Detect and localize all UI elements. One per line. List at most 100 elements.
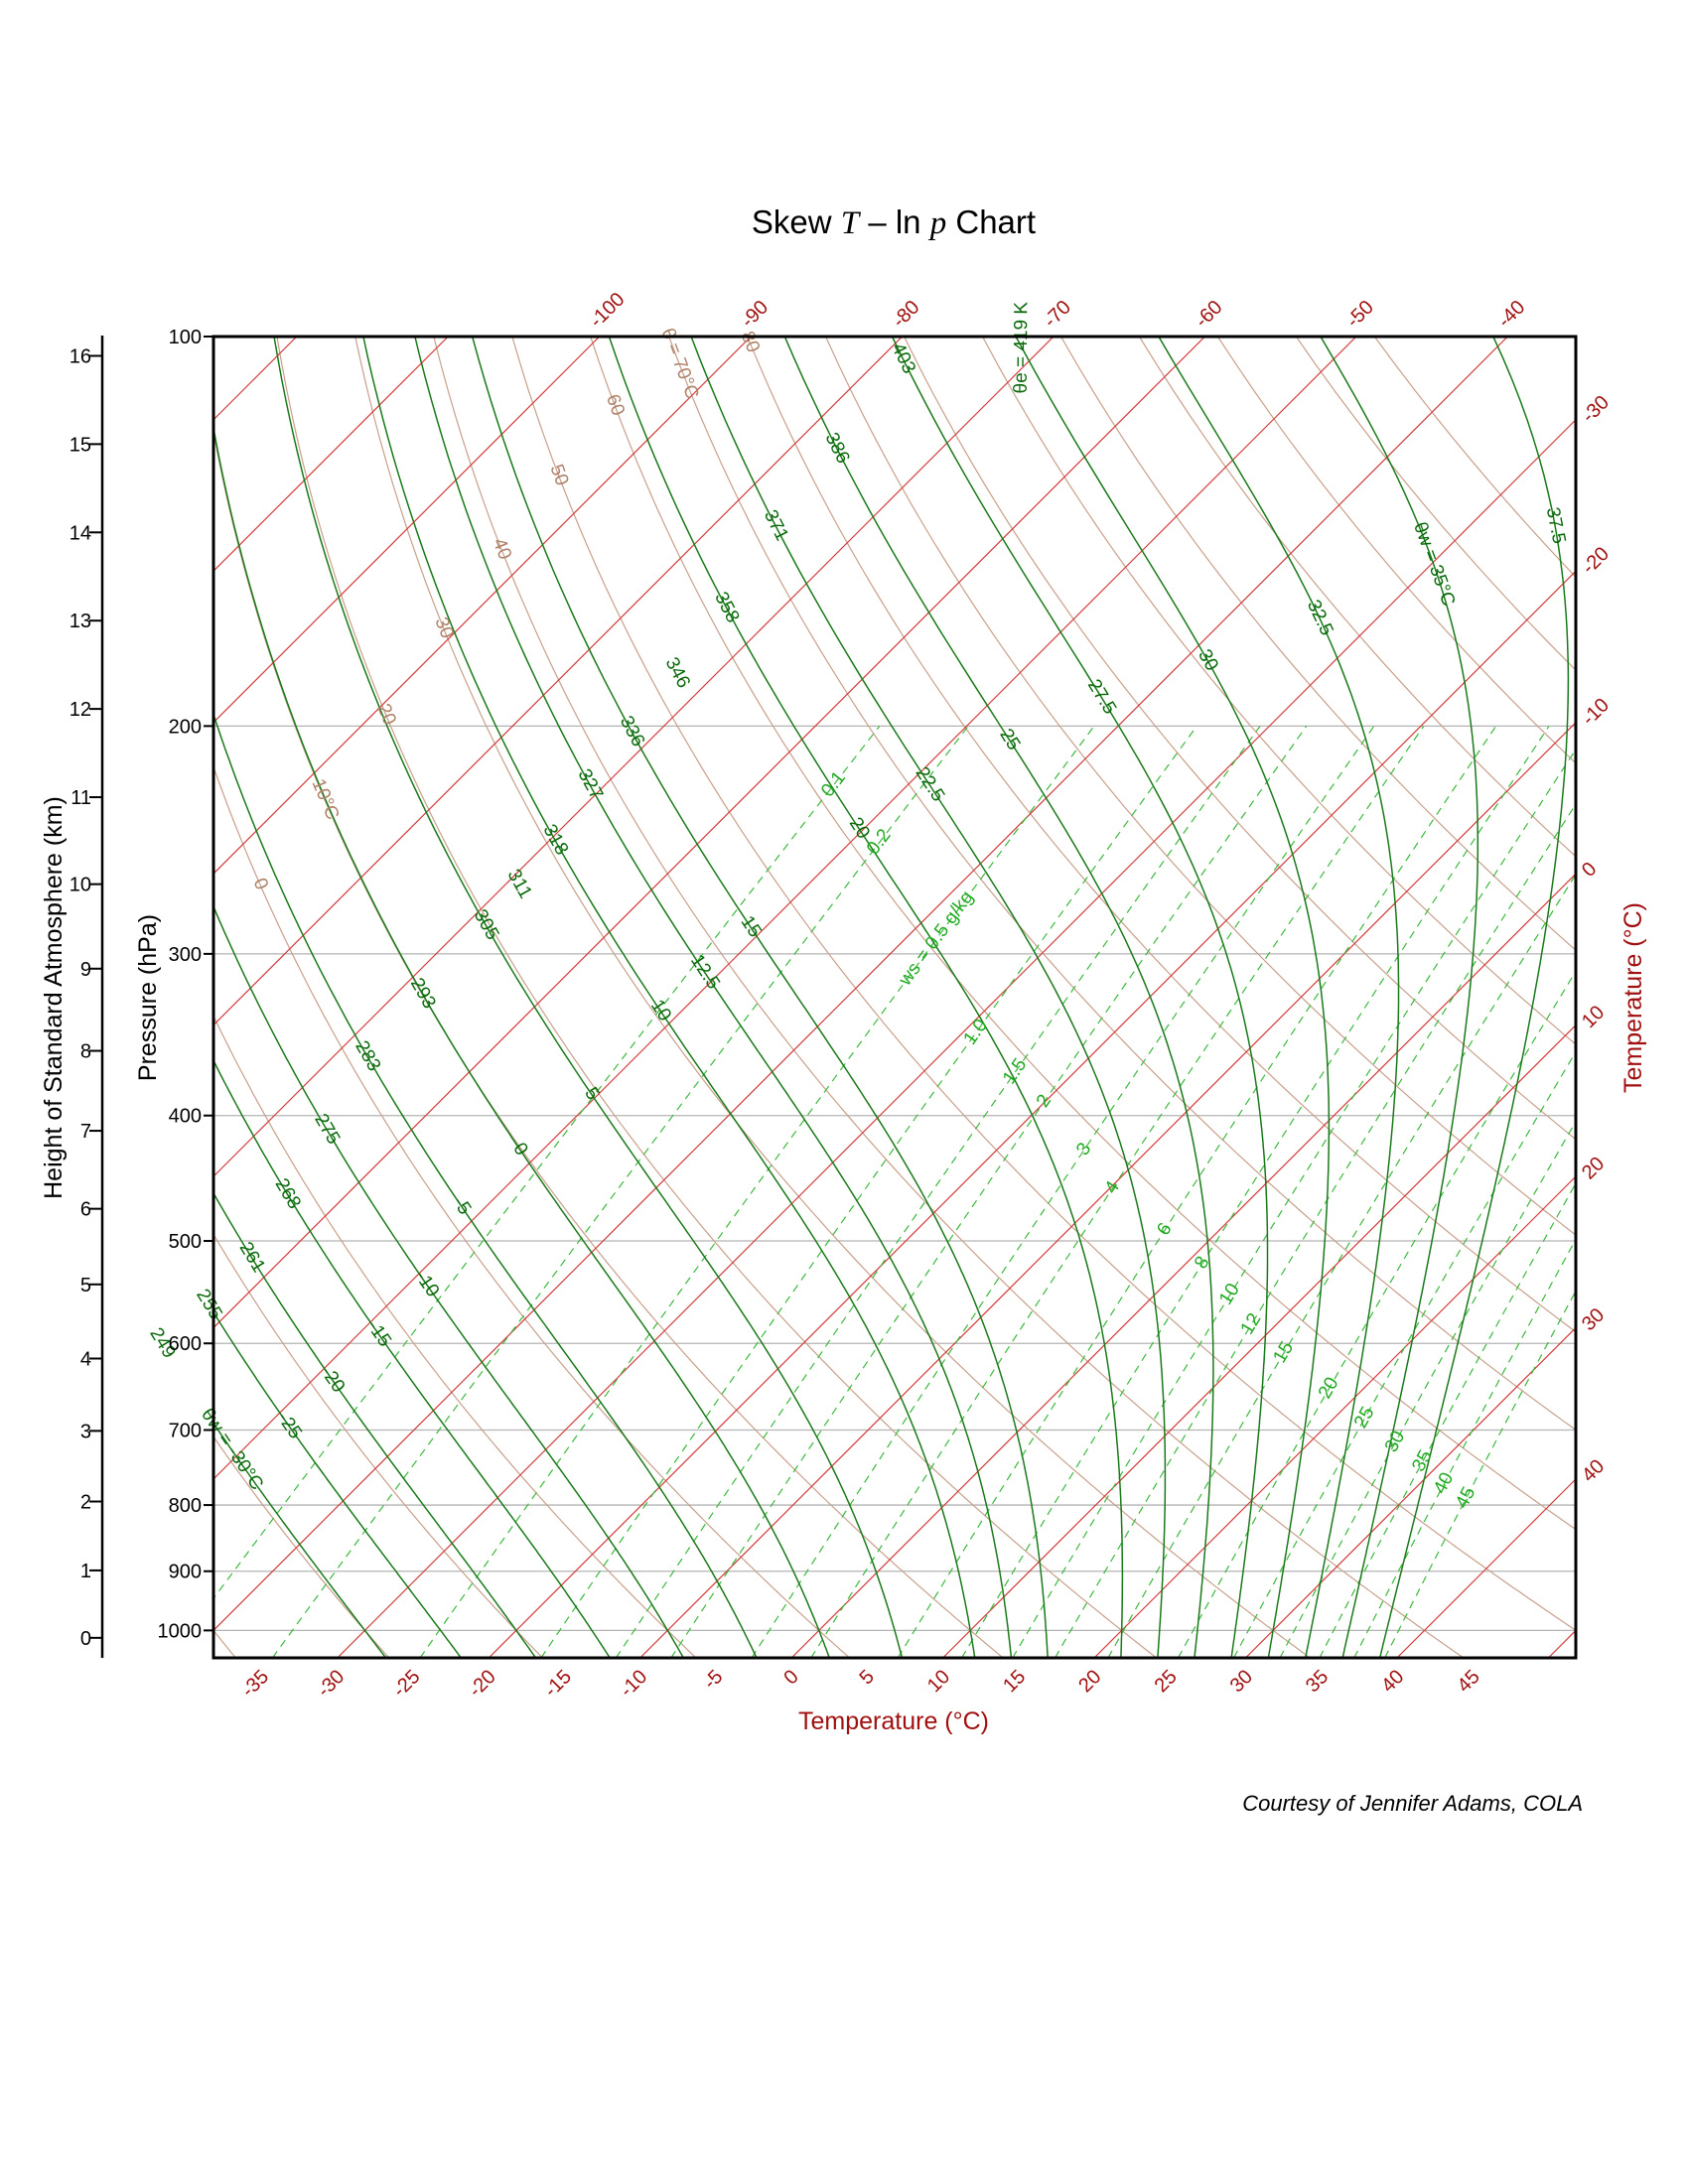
- isotherm-line: [337, 418, 1576, 1658]
- moist-adiabat-label: 12.5: [686, 951, 724, 993]
- pressure-axis-label: Pressure (hPa): [134, 914, 162, 1081]
- pressure-tick-label: 600: [169, 1333, 202, 1355]
- moist-adiabat-label: 27.5: [1083, 676, 1120, 719]
- equiv-theta-label: θe = 419 K: [1011, 302, 1033, 394]
- height-tick-label: 14: [70, 522, 91, 544]
- equiv-theta-label: 327: [574, 765, 608, 803]
- mixing-ratio-lines: [213, 726, 1576, 1658]
- moist-adiabat-line: [273, 337, 904, 1658]
- x-axis-label: Temperature (°C): [798, 1707, 989, 1735]
- isotherm-line: [790, 873, 1576, 1658]
- moist-adiabat-lines: [213, 337, 1570, 1658]
- bottom-temp-tick-label: 40: [1377, 1666, 1408, 1697]
- moist-adiabat-label: θw = 35°C: [1409, 519, 1459, 609]
- moist-adiabat-line: [891, 337, 1269, 1658]
- dry-adiabat-line: [747, 337, 1576, 1333]
- dry-adiabat-line: [213, 1629, 236, 1658]
- dry-adiabat-line: [213, 428, 1004, 1658]
- equiv-theta-label: 358: [710, 589, 743, 626]
- isotherm-line: [213, 337, 752, 876]
- dry-adiabat-line: [1059, 337, 1576, 952]
- pressure-tick-label: 400: [169, 1106, 202, 1128]
- mixing-ratio-label: 15: [1269, 1338, 1298, 1367]
- pressure-tick-label: 800: [169, 1495, 202, 1517]
- moist-adiabat-label: 22.5: [912, 763, 949, 805]
- moist-adiabat-line: [213, 1191, 537, 1658]
- mixing-ratio-label: 20: [1315, 1374, 1343, 1403]
- height-tick-label: 15: [70, 434, 91, 456]
- bottom-temp-tick-label: 15: [999, 1666, 1030, 1697]
- top-temp-ticks: -100 -90 -80 -70 -60 -50 -40: [586, 289, 1530, 333]
- bottom-temp-tick-label: -30: [313, 1666, 349, 1702]
- moist-adiabat-line: [213, 1310, 463, 1658]
- right-temp-tick-label: 20: [1578, 1153, 1609, 1183]
- equiv-theta-label: 371: [760, 506, 792, 544]
- pressure-tick-label: 100: [169, 327, 202, 348]
- height-tick-label: 0: [80, 1628, 91, 1650]
- dry-adiabat-label: 60: [602, 391, 629, 418]
- moist-adiabat-line: [213, 1422, 387, 1658]
- height-tick-label: 5: [80, 1275, 91, 1297]
- mixing-ratio-line: [540, 726, 1197, 1658]
- dry-adiabat-label: 0: [249, 875, 272, 892]
- dry-adiabat-line: [981, 337, 1576, 1045]
- right-temp-tick-label: 10: [1578, 1002, 1609, 1032]
- height-tick-label: 1: [80, 1561, 91, 1582]
- dry-adiabat-line: [276, 337, 1158, 1658]
- dry-adiabat-label: 40: [489, 535, 515, 562]
- height-tick-label: 3: [80, 1421, 91, 1442]
- dry-adiabat-label: 50: [545, 462, 572, 488]
- isotherm-line: [1245, 1326, 1576, 1658]
- top-temp-tick-label: -80: [889, 297, 924, 333]
- isotherm-line: [213, 337, 601, 724]
- dry-adiabat-line: [433, 337, 1465, 1658]
- isotherm-line: [213, 337, 1055, 1177]
- top-temp-tick-label: -40: [1493, 297, 1529, 333]
- height-tick-label: 16: [70, 345, 91, 367]
- pressure-tick-label: 200: [169, 716, 202, 738]
- mixing-ratio-line: [1107, 873, 1576, 1658]
- dry-adiabat-line: [668, 337, 1576, 1432]
- bottom-temp-tick-label: 20: [1074, 1666, 1105, 1697]
- bottom-temp-tick-label: 30: [1226, 1666, 1257, 1697]
- bottom-temp-tick-label: 10: [923, 1666, 954, 1697]
- isotherm-line: [213, 337, 1508, 1632]
- top-temp-tick-label: -90: [737, 297, 773, 333]
- isotherm-line: [213, 337, 904, 1026]
- moist-adiabat-label: -15: [362, 1316, 395, 1351]
- equiv-theta-label: 261: [235, 1239, 269, 1277]
- moist-adiabat-line: [362, 337, 976, 1658]
- isotherm-line: [213, 337, 449, 573]
- top-temp-tick-label: -50: [1342, 297, 1378, 333]
- mixing-ratio-line: [1055, 803, 1576, 1658]
- moist-adiabat-line: [471, 337, 1049, 1658]
- right-axis-label: Temperature (°C): [1619, 902, 1647, 1093]
- bottom-temp-tick-label: -5: [699, 1666, 727, 1694]
- moist-adiabat-label: -25: [273, 1409, 306, 1443]
- right-temp-tick-label: 40: [1578, 1455, 1609, 1486]
- right-temp-tick-label: -10: [1578, 694, 1614, 730]
- mixing-ratio-label: 1.0: [959, 1016, 991, 1049]
- mixing-ratio-label: 25: [1350, 1404, 1379, 1433]
- bottom-temp-tick-label: 5: [856, 1666, 879, 1689]
- isotherm-line: [1093, 1175, 1576, 1658]
- dry-adiabat-line: [511, 337, 1576, 1632]
- dry-adiabat-line: [213, 1233, 543, 1658]
- right-temp-ticks: -30 -20 -10 0 10 20 30 40: [1578, 391, 1614, 1486]
- pressure-tick-label: 1000: [158, 1620, 203, 1642]
- mixing-ratio-label: 6: [1153, 1219, 1176, 1239]
- moist-adiabat-line: [1158, 337, 1400, 1658]
- equiv-theta-label: 336: [616, 713, 648, 751]
- moist-adiabat-line: [1378, 337, 1570, 1658]
- mixing-ratio-line: [213, 726, 881, 1600]
- pressure-tick-label: 500: [169, 1231, 202, 1253]
- bottom-temp-tick-label: -20: [465, 1666, 500, 1702]
- moist-adiabat-label: 0: [508, 1139, 531, 1159]
- equiv-theta-label: 346: [661, 654, 694, 692]
- moist-adiabat-label: θw = -30°C: [197, 1405, 267, 1494]
- moist-adiabat-label: 15: [737, 912, 766, 941]
- mixing-ratio-label: 40: [1430, 1469, 1458, 1497]
- mixing-ratio-line: [1319, 1181, 1576, 1658]
- mixing-ratio-label: 45: [1452, 1484, 1479, 1512]
